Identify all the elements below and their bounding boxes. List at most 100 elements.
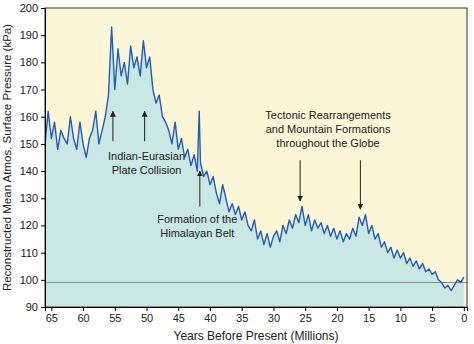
y-tick: 190 bbox=[20, 29, 45, 41]
x-tick-label: 50 bbox=[141, 312, 153, 324]
x-tick-label: 65 bbox=[46, 312, 58, 324]
x-tick-label: 30 bbox=[268, 312, 280, 324]
x-tick-label: 45 bbox=[173, 312, 185, 324]
x-tick-mark bbox=[464, 307, 465, 311]
x-tick-mark bbox=[369, 307, 370, 311]
x-tick: 30 bbox=[268, 307, 280, 324]
x-tick: 55 bbox=[109, 307, 121, 324]
annotation-line: throughout the Globe bbox=[276, 137, 379, 149]
x-axis-line bbox=[46, 308, 468, 312]
annotation-arrow bbox=[112, 111, 113, 141]
x-tick-label: 60 bbox=[77, 312, 89, 324]
y-tick: 200 bbox=[20, 2, 45, 14]
x-tick: 40 bbox=[204, 307, 216, 324]
x-tick-mark bbox=[147, 307, 148, 311]
annotation-line: Tectonic Rearrangements bbox=[265, 109, 391, 121]
plot: 6560555045403530252015105090100110120130… bbox=[20, 2, 468, 324]
x-tick: 45 bbox=[173, 307, 185, 324]
annotation-line: Formation of the bbox=[157, 213, 237, 225]
y-tick: 120 bbox=[20, 219, 45, 231]
annotation-line: Plate Collision bbox=[112, 164, 182, 176]
x-tick-label: 10 bbox=[395, 312, 407, 324]
annotation-arrow bbox=[300, 160, 301, 201]
x-tick-label: 0 bbox=[461, 312, 467, 324]
x-tick-mark bbox=[242, 307, 243, 311]
y-tick-label: 110 bbox=[20, 247, 38, 259]
y-tick-label: 180 bbox=[20, 56, 38, 68]
y-tick: 100 bbox=[20, 274, 45, 286]
x-tick-label: 5 bbox=[430, 312, 436, 324]
y-tick: 170 bbox=[20, 84, 45, 96]
y-tick-label: 150 bbox=[20, 138, 38, 150]
y-tick: 130 bbox=[20, 192, 45, 204]
y-tick-label: 170 bbox=[20, 84, 38, 96]
x-tick: 25 bbox=[300, 307, 312, 324]
y-tick-mark bbox=[41, 307, 45, 308]
y-tick: 160 bbox=[20, 111, 45, 123]
y-tick-label: 160 bbox=[20, 111, 38, 123]
annotations: Indian-Eurasian Plate Collision Formation … bbox=[108, 109, 391, 238]
x-tick-label: 20 bbox=[331, 312, 343, 324]
reference-line bbox=[45, 282, 467, 283]
x-tick: 60 bbox=[77, 307, 89, 324]
x-axis: 65605550454035302520151050 bbox=[46, 307, 468, 324]
y-tick-mark bbox=[41, 117, 45, 118]
y-tick-mark bbox=[41, 253, 45, 254]
y-axis: 90 100 110 120 130 140 150 160 170 180 190 200 bbox=[20, 2, 46, 313]
y-axis-title: Reconstructed Mean Atmos. Surface Pressu… bbox=[1, 24, 13, 291]
x-tick-mark bbox=[400, 307, 401, 311]
x-tick: 50 bbox=[141, 307, 153, 324]
chart: 6560555045403530252015105090100110120130… bbox=[0, 0, 474, 344]
y-tick-mark bbox=[41, 198, 45, 199]
x-tick: 20 bbox=[331, 307, 343, 324]
y-axis-line bbox=[41, 9, 46, 308]
x-tick: 0 bbox=[461, 307, 467, 324]
plot-frame bbox=[45, 8, 467, 307]
annotation-line: and Mountain Formations bbox=[266, 123, 391, 135]
x-tick-label: 25 bbox=[300, 312, 312, 324]
y-tick-mark bbox=[41, 144, 45, 145]
y-tick-mark bbox=[41, 62, 45, 63]
x-tick-label: 35 bbox=[236, 312, 248, 324]
plot-background bbox=[45, 8, 467, 307]
x-tick-mark bbox=[51, 307, 52, 311]
x-tick-label: 55 bbox=[109, 312, 121, 324]
y-tick-label: 90 bbox=[26, 301, 38, 313]
y-tick-label: 130 bbox=[20, 192, 38, 204]
y-tick: 140 bbox=[20, 165, 45, 177]
y-tick-mark bbox=[41, 90, 45, 91]
x-tick: 35 bbox=[236, 307, 248, 324]
x-tick-mark bbox=[83, 307, 84, 311]
annotation-line: Indian-Eurasian bbox=[108, 150, 185, 162]
x-tick: 65 bbox=[46, 307, 58, 324]
x-tick: 15 bbox=[363, 307, 375, 324]
y-tick: 90 bbox=[26, 301, 45, 313]
annotation: Tectonic Rearrangements and Mountain Form… bbox=[265, 109, 391, 149]
line bbox=[45, 27, 464, 291]
x-tick-label: 15 bbox=[363, 312, 375, 324]
annotation-line: Himalayan Belt bbox=[160, 227, 234, 239]
annotation: Formation of the Himalayan Belt bbox=[157, 213, 237, 239]
x-tick: 10 bbox=[395, 307, 407, 324]
y-tick-mark bbox=[41, 8, 45, 9]
y-tick-label: 200 bbox=[20, 2, 38, 14]
y-tick-label: 120 bbox=[20, 219, 38, 231]
x-tick-label: 40 bbox=[204, 312, 216, 324]
x-tick-mark bbox=[337, 307, 338, 311]
annotation-arrow bbox=[199, 171, 200, 206]
x-axis-title: Years Before Present (Millions) bbox=[174, 329, 339, 343]
annotation-arrow bbox=[360, 160, 361, 209]
y-tick: 150 bbox=[20, 138, 45, 150]
x-tick-mark bbox=[273, 307, 274, 311]
annotation-arrow bbox=[144, 111, 145, 141]
x-tick-mark bbox=[305, 307, 306, 311]
y-tick-mark bbox=[41, 35, 45, 36]
annotation: Indian-Eurasian Plate Collision bbox=[108, 150, 185, 176]
y-tick-mark bbox=[41, 225, 45, 226]
y-tick: 110 bbox=[20, 247, 45, 259]
series-group bbox=[45, 27, 467, 307]
y-tick-mark bbox=[41, 280, 45, 281]
x-tick-mark bbox=[115, 307, 116, 311]
y-tick: 180 bbox=[20, 56, 45, 68]
x-tick-mark bbox=[178, 307, 179, 311]
